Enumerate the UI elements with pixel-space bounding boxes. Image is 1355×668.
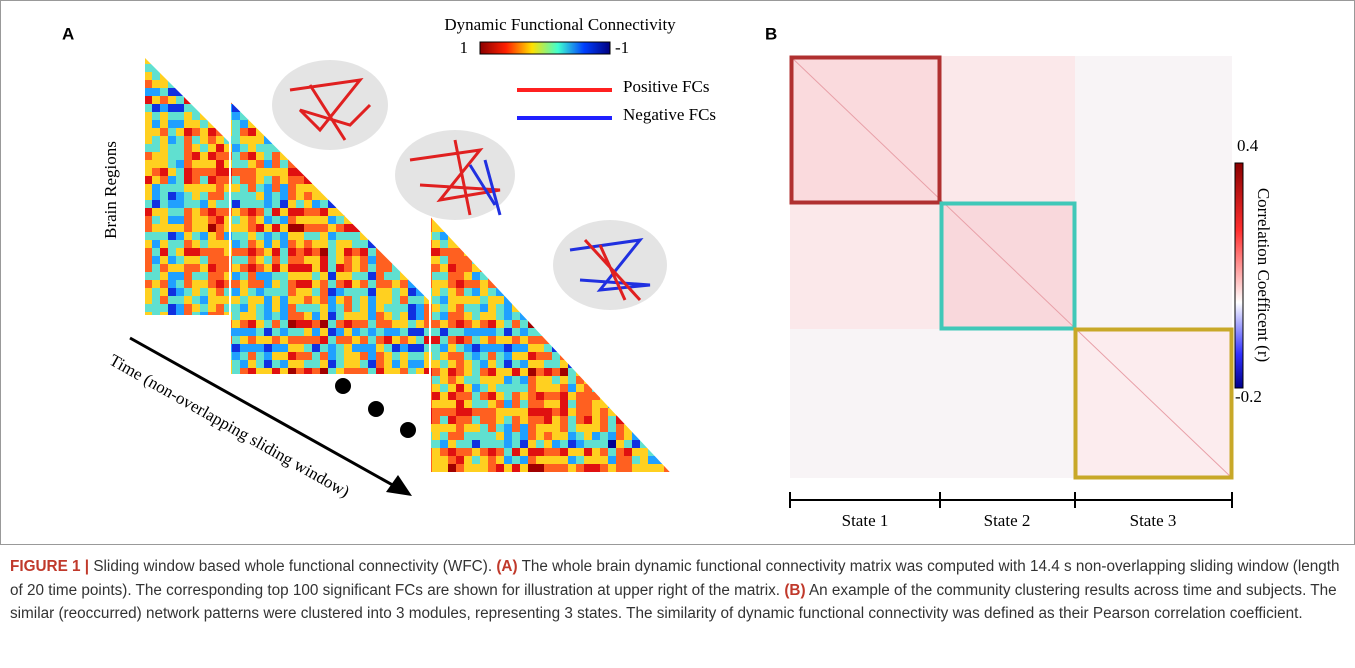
state-box [1073,327,1234,480]
panel-label: B [765,24,777,43]
caption-title: Sliding window based whole functional co… [93,558,493,575]
diagonal [789,55,1233,479]
colorbar-min: -0.2 [1235,387,1262,406]
state-label: State 2 [984,511,1031,530]
caption: FIGURE 1 | Sliding window based whole fu… [10,555,1345,626]
block [940,203,1075,329]
legend-entry: Negative FCs [623,105,716,124]
panel-tag: (B) [784,581,806,599]
state-box [939,201,1077,331]
colorbar-min: -1 [615,38,629,57]
block [940,56,1075,203]
block [790,203,940,329]
colorbar [1234,162,1244,389]
ellipsis-dot [335,378,351,394]
colorbar [479,41,611,55]
brain [272,60,667,310]
panel-tag: (A) [496,558,518,575]
time-arrow [129,336,399,490]
colorbar-title: Dynamic Functional Connectivity [444,15,676,34]
state-box [789,55,942,205]
state-axis [789,492,1233,508]
figure-number: FIGURE 1 | [10,558,90,575]
arrow-head [386,475,412,496]
fc-matrix [429,212,675,474]
panel-label: A [62,24,74,43]
ellipsis-dot [400,422,416,438]
caption-text: The whole brain dynamic functional conne… [10,558,1340,599]
ellipsis-dot [368,401,384,417]
colorbar-max: 0.4 [1237,136,1259,155]
figure: A B Dynamic Functional Connectivity 1 -1… [0,0,1355,545]
state-label: State 3 [1130,511,1177,530]
legend-entry: Positive FCs [623,77,709,96]
axis-label: Brain Regions [101,141,120,239]
colorbar-label: Correlation Coefficent (r) [1254,188,1273,362]
caption-text: An example of the community clustering r… [10,581,1337,623]
state-label: State 1 [842,511,889,530]
colorbar-max: 1 [460,38,469,57]
